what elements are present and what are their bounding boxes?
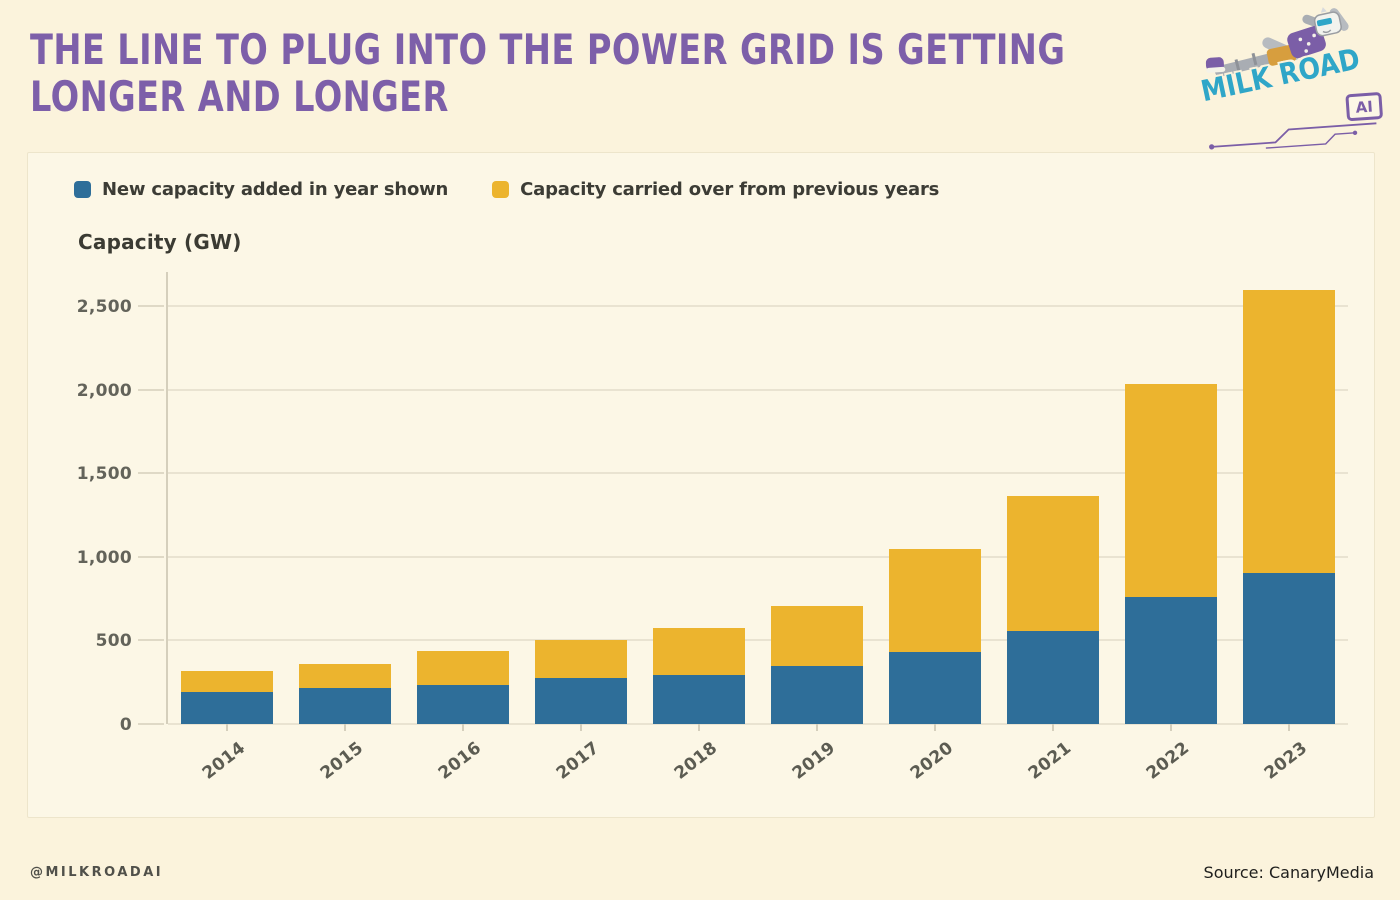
x-tick-mark: [1052, 724, 1054, 731]
gridline: [168, 305, 1348, 307]
x-axis-spacer: [54, 724, 168, 810]
bar-2014: [181, 670, 273, 724]
y-tick-label: 1,000: [76, 547, 132, 568]
legend-item: Capacity carried over from previous year…: [492, 179, 939, 200]
x-tick-label: 2020: [906, 738, 958, 784]
chart-legend: New capacity added in year shown Capacity…: [74, 179, 1348, 200]
y-tick-label: 0: [119, 715, 132, 735]
bar-segment-carryover: [653, 627, 745, 675]
source-credit: Source: CanaryMedia: [1203, 863, 1374, 882]
x-tick-mark: [1170, 724, 1172, 731]
y-tick-mark: [138, 723, 164, 725]
legend-swatch: [74, 181, 91, 198]
legend-label: Capacity carried over from previous year…: [520, 179, 940, 200]
x-tick-mark: [462, 724, 464, 731]
x-tick-label: 2018: [670, 738, 722, 784]
gridline: [168, 472, 1348, 475]
chart-body: 0 500 1,000 1,500 2,000 2,500: [54, 272, 1348, 735]
gridline: [168, 639, 1348, 642]
x-tick-mark: [226, 724, 228, 731]
bar-2020: [889, 549, 981, 724]
milkroad-ai-logo: MILK ROAD AI: [1197, 4, 1391, 152]
y-axis: 0 500 1,000 1,500 2,000 2,500: [54, 272, 166, 735]
bar-segment-new: [1243, 572, 1335, 724]
gridline: [168, 723, 1348, 725]
bar-segment-carryover: [417, 651, 509, 685]
x-tick-label: 2014: [198, 738, 250, 784]
bar-segment-new: [299, 688, 391, 724]
gridline: [168, 555, 1348, 558]
gridline: [168, 388, 1348, 391]
bar-2023: [1243, 290, 1335, 724]
bar-segment-carryover: [1125, 383, 1217, 597]
legend-item: New capacity added in year shown: [74, 179, 448, 200]
y-tick-mark: [138, 472, 164, 475]
bar-2017: [535, 640, 627, 724]
x-tick-mark: [1288, 724, 1290, 731]
x-tick-label: 2016: [434, 738, 486, 784]
logo-circuit-lines: [1209, 122, 1377, 150]
bar-segment-new: [535, 678, 627, 724]
bar-segment-new: [417, 684, 509, 724]
y-axis-title: Capacity (GW): [78, 230, 242, 254]
y-tick-label: 1,500: [76, 464, 132, 485]
y-tick-mark: [138, 388, 164, 391]
bar-segment-carryover: [771, 606, 863, 667]
y-tick-label: 2,000: [76, 380, 132, 401]
x-axis: 2014 2015 2016 2017 2018 2019 2020 2021 2022 2023: [54, 724, 1348, 810]
y-tick-mark: [138, 639, 164, 642]
y-tick-mark: [138, 305, 164, 307]
page-title-text: THE LINE TO PLUG INTO THE POWER GRID IS …: [30, 25, 1066, 122]
x-tick-label: 2019: [788, 738, 840, 784]
page-title: THE LINE TO PLUG INTO THE POWER GRID IS …: [30, 26, 1180, 120]
bar-segment-new: [1125, 596, 1217, 724]
x-tick-label: 2022: [1142, 738, 1194, 784]
milkroad-robot-illustration: [1205, 7, 1349, 77]
x-tick-mark: [816, 724, 818, 731]
bar-2016: [417, 651, 509, 724]
bar-2019: [771, 606, 863, 724]
x-tick-mark: [344, 724, 346, 731]
legend-label: New capacity added in year shown: [102, 179, 449, 200]
bar-2018: [653, 627, 745, 724]
x-tick-label: 2023: [1260, 738, 1312, 784]
bar-2021: [1007, 495, 1099, 724]
x-tick-label: 2021: [1024, 738, 1076, 784]
plot-area: [166, 272, 1348, 725]
chart-card: New capacity added in year shown Capacity…: [27, 152, 1375, 818]
x-tick-label: 2017: [552, 738, 604, 784]
x-tick-mark: [934, 724, 936, 731]
x-tick-label: 2015: [316, 738, 368, 784]
y-tick-mark: [138, 555, 164, 558]
bar-segment-carryover: [1007, 495, 1099, 632]
bar-2022: [1125, 383, 1217, 724]
bar-segment-new: [771, 666, 863, 724]
x-tick-mark: [698, 724, 700, 731]
bar-segment-new: [181, 692, 273, 724]
y-tick-label: 500: [95, 631, 132, 652]
bar-segment-new: [653, 674, 745, 724]
x-axis-area: 2014 2015 2016 2017 2018 2019 2020 2021 2022 2023: [168, 724, 1348, 810]
bar-segment-new: [1007, 631, 1099, 724]
y-tick-label: 2,500: [76, 297, 132, 317]
bar-segment-new: [889, 652, 981, 724]
bar-segment-carryover: [535, 640, 627, 679]
x-tick-mark: [580, 724, 582, 731]
legend-swatch: [492, 181, 510, 198]
bar-segment-carryover: [181, 670, 273, 693]
bar-segment-carryover: [889, 549, 981, 653]
bar-segment-carryover: [299, 663, 391, 689]
bar-segment-carryover: [1243, 290, 1335, 573]
bar-2015: [299, 663, 391, 724]
social-handle: @MILKROADAI: [30, 865, 164, 880]
